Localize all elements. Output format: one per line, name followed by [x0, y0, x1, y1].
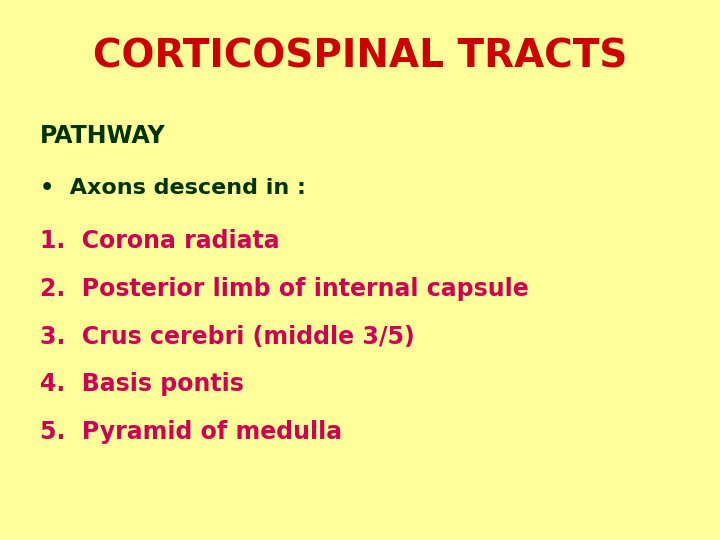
Text: 1.  Corona radiata: 1. Corona radiata [40, 230, 279, 253]
Text: 2.  Posterior limb of internal capsule: 2. Posterior limb of internal capsule [40, 277, 528, 301]
Text: CORTICOSPINAL TRACTS: CORTICOSPINAL TRACTS [93, 38, 627, 76]
Text: 5.  Pyramid of medulla: 5. Pyramid of medulla [40, 420, 342, 443]
Text: 3.  Crus cerebri (middle 3/5): 3. Crus cerebri (middle 3/5) [40, 325, 414, 348]
Text: •  Axons descend in :: • Axons descend in : [40, 178, 305, 198]
Text: 4.  Basis pontis: 4. Basis pontis [40, 372, 243, 396]
Text: PATHWAY: PATHWAY [40, 124, 166, 148]
